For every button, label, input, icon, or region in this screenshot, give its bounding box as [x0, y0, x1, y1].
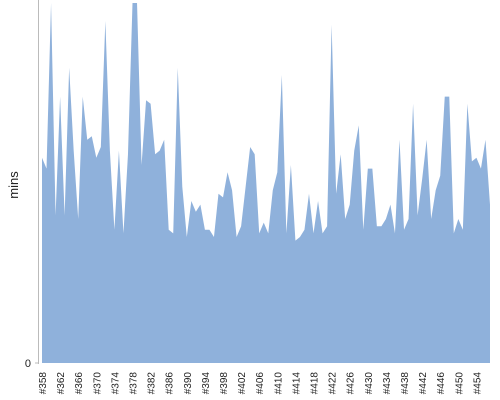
x-tick-label: #366	[74, 372, 85, 395]
plot-area	[42, 3, 490, 363]
x-tick-label: #370	[92, 372, 103, 395]
x-tick-label: #378	[129, 372, 140, 395]
x-tick-label: #398	[219, 372, 230, 395]
x-tick-label: #394	[201, 372, 212, 395]
x-tick-label: #386	[165, 372, 176, 395]
x-tick-label: #406	[255, 372, 266, 395]
x-tick-label: #426	[346, 372, 357, 395]
x-tick-label: #362	[56, 372, 67, 395]
x-tick-label: #374	[110, 372, 121, 395]
x-tick-label: #446	[436, 372, 447, 395]
x-tick-label: #442	[418, 372, 429, 395]
x-tick-label: #358	[38, 372, 49, 395]
y-tick-label: 0	[25, 358, 31, 370]
x-tick-label: #434	[382, 372, 393, 395]
x-tick-label: #418	[310, 372, 321, 395]
x-tick-label: #402	[237, 372, 248, 395]
x-tick-label: #382	[147, 372, 158, 395]
x-tick-label: #450	[454, 372, 465, 395]
x-tick-label: #454	[472, 372, 483, 395]
x-tick-label: #430	[364, 372, 375, 395]
area	[42, 3, 490, 363]
x-tick-label: #410	[273, 372, 284, 395]
y-axis-label: mins	[6, 171, 21, 199]
x-tick-label: #422	[328, 372, 339, 395]
x-tick-label: #390	[183, 372, 194, 395]
x-tick-label: #414	[291, 372, 302, 395]
x-tick-label: #438	[400, 372, 411, 395]
